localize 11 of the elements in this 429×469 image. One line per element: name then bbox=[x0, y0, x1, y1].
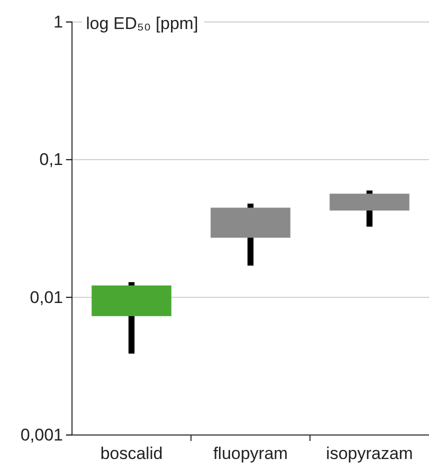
y-tick-label: 0,01 bbox=[30, 288, 63, 307]
bar bbox=[92, 285, 172, 316]
y-tick-label: 1 bbox=[54, 12, 63, 32]
bar bbox=[330, 194, 410, 211]
x-tick-label: fluopyram bbox=[213, 444, 288, 464]
bar bbox=[210, 208, 290, 238]
x-tick-label: isopyrazam bbox=[326, 444, 413, 464]
y-axis-title: log ED₅₀ [ppm] bbox=[86, 14, 198, 33]
y-tick-label: 0,1 bbox=[39, 150, 63, 170]
x-tick-label: boscalid bbox=[100, 444, 163, 464]
y-tick-label: 0,001 bbox=[20, 425, 63, 444]
